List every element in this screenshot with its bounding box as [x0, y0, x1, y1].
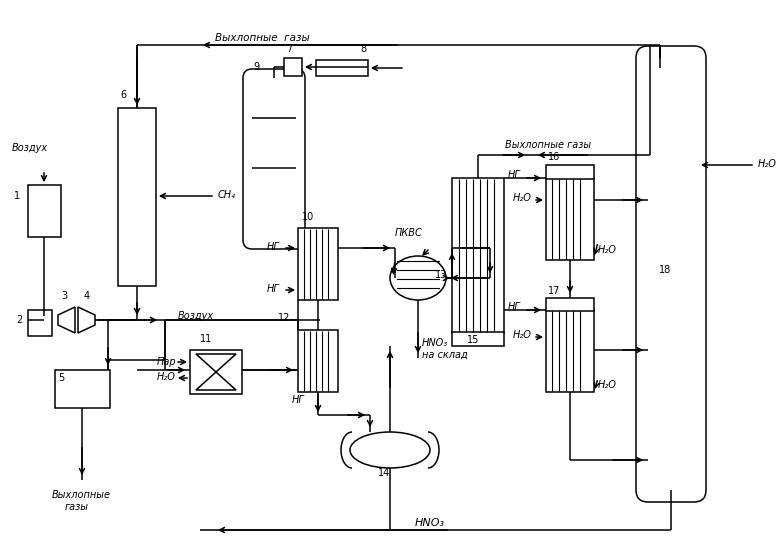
Text: Пар: Пар	[157, 357, 176, 367]
Text: 7: 7	[286, 44, 292, 54]
FancyBboxPatch shape	[636, 46, 706, 502]
Bar	[546, 178, 594, 260]
Bar	[284, 58, 302, 76]
Bar	[55, 370, 110, 408]
Bar	[546, 310, 594, 392]
Polygon shape	[196, 354, 236, 372]
Bar	[28, 185, 61, 237]
Text: 6: 6	[120, 90, 126, 100]
Text: HNO₃: HNO₃	[415, 518, 445, 528]
Text: 16: 16	[548, 152, 560, 162]
Text: 12: 12	[278, 313, 290, 323]
Text: 3: 3	[61, 291, 67, 301]
Text: 5: 5	[58, 373, 64, 383]
Text: Воздух: Воздух	[178, 311, 214, 321]
Text: НГ: НГ	[267, 242, 280, 252]
Text: H₂O: H₂O	[513, 330, 532, 340]
Text: НГ: НГ	[292, 395, 305, 405]
Text: 10: 10	[302, 212, 314, 222]
Bar	[118, 108, 156, 286]
Text: 18: 18	[659, 265, 671, 275]
Ellipse shape	[350, 432, 430, 468]
Text: СН₄: СН₄	[218, 190, 236, 200]
Bar	[546, 298, 594, 311]
Text: 15: 15	[467, 335, 480, 345]
Polygon shape	[78, 307, 95, 333]
Text: 2: 2	[16, 315, 23, 325]
Text: на склад: на склад	[422, 350, 468, 360]
Text: 9: 9	[253, 62, 259, 72]
Text: 11: 11	[200, 334, 212, 344]
Bar	[298, 330, 338, 392]
Text: 4: 4	[84, 291, 90, 301]
Text: HNO₃: HNO₃	[422, 338, 448, 348]
Bar	[452, 332, 504, 346]
Polygon shape	[58, 307, 75, 333]
Bar	[546, 165, 594, 179]
Bar	[452, 178, 504, 333]
Text: Выхлопные: Выхлопные	[52, 490, 111, 500]
Text: 8: 8	[360, 44, 366, 54]
Text: 1: 1	[14, 191, 20, 201]
Bar	[298, 228, 338, 300]
Text: 14: 14	[378, 468, 390, 478]
Ellipse shape	[390, 256, 446, 300]
Bar	[28, 310, 52, 336]
Text: Воздух: Воздух	[12, 143, 48, 153]
Text: H₂O: H₂O	[513, 193, 532, 203]
Text: 17: 17	[548, 286, 560, 296]
Text: газы: газы	[65, 502, 89, 512]
Text: H₂O: H₂O	[758, 159, 777, 169]
Text: Выхлопные  газы: Выхлопные газы	[215, 33, 310, 43]
Text: 13: 13	[435, 270, 447, 280]
Text: НГ: НГ	[267, 284, 280, 294]
Bar	[316, 60, 368, 76]
Text: ПКВС: ПКВС	[395, 228, 423, 238]
Polygon shape	[196, 372, 236, 390]
Text: Выхлопные газы: Выхлопные газы	[505, 140, 591, 150]
Text: H₂O: H₂O	[598, 380, 617, 390]
Bar	[190, 350, 242, 394]
Text: НГ: НГ	[508, 170, 521, 180]
Text: H₂O: H₂O	[598, 245, 617, 255]
FancyBboxPatch shape	[243, 69, 305, 249]
Text: НГ: НГ	[508, 302, 521, 312]
Text: H₂O: H₂O	[157, 372, 176, 382]
